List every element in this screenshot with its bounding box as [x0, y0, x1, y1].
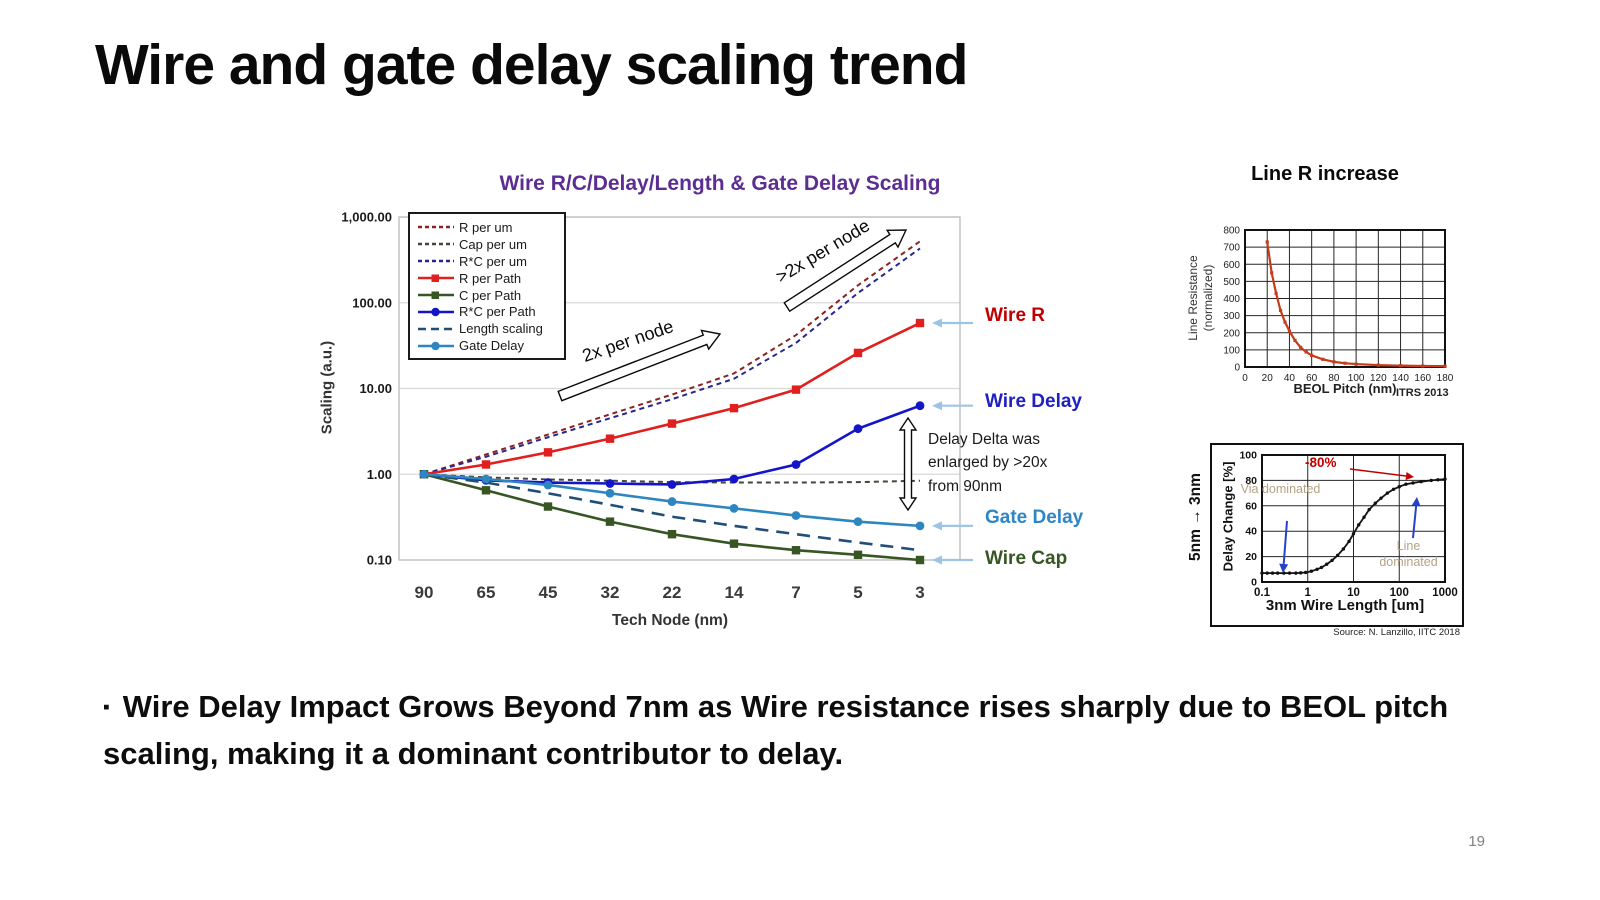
svg-text:90: 90	[415, 583, 434, 602]
svg-text:0: 0	[1251, 577, 1257, 589]
delay-chart-x-axis-title: 3nm Wire Length [um]	[1265, 597, 1425, 614]
svg-text:3: 3	[915, 583, 924, 602]
svg-text:22: 22	[663, 583, 682, 602]
svg-text:400: 400	[1223, 294, 1240, 305]
legend-label: Cap per um	[459, 236, 527, 252]
line-r-x-axis-title: BEOL Pitch (nm)	[1293, 381, 1397, 396]
svg-text:1.00: 1.00	[367, 467, 392, 482]
delay-chart-annotation-80pct: -80%	[1305, 455, 1337, 470]
svg-text:200: 200	[1223, 328, 1240, 339]
legend-label: R*C per Path	[459, 304, 536, 320]
main-chart-title: Wire R/C/Delay/Length & Gate Delay Scali…	[499, 172, 941, 195]
svg-text:180: 180	[1437, 373, 1454, 384]
svg-text:0: 0	[1234, 363, 1240, 374]
svg-text:100: 100	[1223, 345, 1240, 356]
svg-text:32: 32	[601, 583, 620, 602]
legend-label: R per um	[459, 219, 513, 235]
svg-text:45: 45	[539, 583, 558, 602]
bullet-text: ▪ Wire Delay Impact Grows Beyond 7nm as W…	[103, 684, 1508, 777]
delay-chart-annotation-via-dominated: Via dominated	[1240, 482, 1321, 496]
svg-text:100.00: 100.00	[352, 295, 392, 310]
label-wire-delay: Wire Delay	[985, 391, 1082, 412]
svg-text:500: 500	[1223, 277, 1240, 288]
main-chart-legend: R per um Cap per um R*C per um R per Path C …	[408, 212, 566, 361]
delay-chart-frame	[1210, 443, 1464, 627]
svg-text:80: 80	[1328, 373, 1340, 384]
legend-item: Gate Delay	[417, 337, 557, 354]
svg-text:40: 40	[1245, 526, 1257, 538]
main-x-axis-title: Tech Node (nm)	[612, 612, 728, 629]
main-y-axis-title: Scaling (a.u.)	[318, 340, 336, 435]
legend-label: C per Path	[459, 287, 522, 303]
label-gate-delay: Gate Delay	[985, 507, 1084, 528]
svg-text:160: 160	[1414, 373, 1431, 384]
svg-text:14: 14	[725, 583, 744, 602]
svg-text:100: 100	[1390, 587, 1409, 599]
svg-text:60: 60	[1306, 373, 1318, 384]
svg-text:1,000.00: 1,000.00	[341, 210, 392, 225]
line-r-y-axis-title: Line Resistance (normalized)	[1186, 255, 1215, 341]
svg-text:700: 700	[1223, 243, 1240, 254]
bullet-marker: ▪	[103, 697, 110, 718]
page-title: Wire and gate delay scaling trend	[95, 33, 968, 97]
svg-text:1: 1	[1305, 587, 1312, 599]
bullet-body: Wire Delay Impact Grows Beyond 7nm as Wi…	[103, 689, 1449, 771]
legend-item: R*C per um	[417, 253, 557, 270]
svg-text:10: 10	[1347, 587, 1360, 599]
svg-text:20: 20	[1262, 373, 1274, 384]
page-number: 19	[1468, 833, 1485, 850]
svg-text:1000: 1000	[1432, 587, 1458, 599]
svg-text:140: 140	[1392, 373, 1409, 384]
svg-text:0.1: 0.1	[1254, 587, 1271, 599]
main-chart: 1,000.00 100.00 10.00 1.00 0.10 90 65 45 32 22 14 7…	[341, 210, 973, 602]
svg-text:120: 120	[1370, 373, 1387, 384]
legend-label: Length scaling	[459, 321, 543, 337]
legend-item: C per Path	[417, 287, 557, 304]
legend-item: R*C per Path	[417, 303, 557, 320]
line-r-chart-title: Line R increase	[1251, 163, 1399, 185]
svg-text:800: 800	[1223, 226, 1240, 237]
legend-item: R per um	[417, 219, 557, 236]
svg-text:20: 20	[1245, 551, 1257, 563]
legend-label: R per Path	[459, 270, 522, 286]
legend-label: Gate Delay	[459, 338, 525, 354]
svg-text:100: 100	[1348, 373, 1365, 384]
svg-text:65: 65	[477, 583, 496, 602]
svg-text:100: 100	[1239, 450, 1257, 462]
svg-text:300: 300	[1223, 311, 1240, 322]
annotation-delay-delta: Delay Delta was enlarged by >20x from 90…	[928, 431, 1048, 495]
legend-item: R per Path	[417, 270, 557, 287]
delay-chart-source: Source: N. Lanzillo, IITC 2018	[1333, 627, 1460, 638]
label-wire-r: Wire R	[985, 305, 1046, 326]
legend-label: R*C per um	[459, 253, 527, 269]
svg-text:40: 40	[1284, 373, 1296, 384]
svg-text:0: 0	[1242, 373, 1248, 384]
delay-chart-annotation-line-dominated: Line dominated	[1379, 539, 1438, 570]
legend-item: Length scaling	[417, 320, 557, 337]
delay-chart: 0 20 40 60 80 100 0.1 1 10 100 1000	[1239, 450, 1458, 600]
svg-text:0.10: 0.10	[367, 553, 392, 568]
svg-text:5: 5	[853, 583, 862, 602]
label-wire-cap: Wire Cap	[985, 548, 1068, 569]
svg-text:10.00: 10.00	[359, 381, 392, 396]
svg-text:80: 80	[1245, 475, 1257, 487]
svg-text:60: 60	[1245, 500, 1257, 512]
delay-chart-y-axis-title: Delay Change [%]	[1220, 461, 1236, 572]
delay-chart-side-label: 5nm → 3nm	[1187, 473, 1204, 561]
legend-item: Cap per um	[417, 236, 557, 253]
line-r-source: ITRS 2013	[1396, 387, 1449, 399]
line-r-chart: 0 100 200 300 400 500 600 700 800 0 20 40 60 80 100 120…	[1223, 226, 1454, 385]
svg-text:7: 7	[791, 583, 800, 602]
svg-text:600: 600	[1223, 260, 1240, 271]
